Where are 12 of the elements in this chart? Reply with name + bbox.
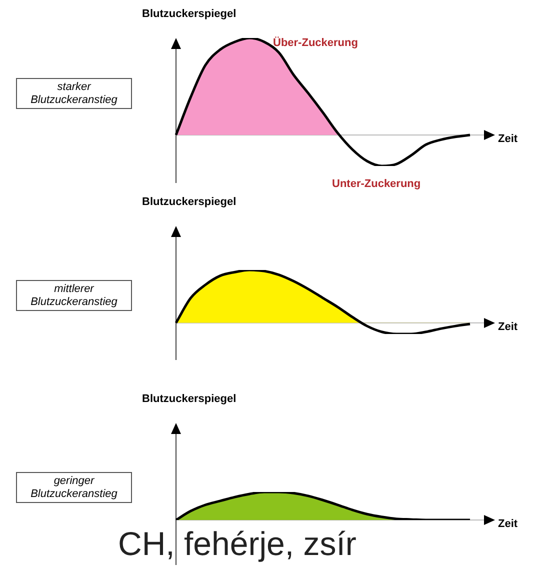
text: mittlerer Blutzuckeranstieg <box>16 280 132 312</box>
text: CH, fehérje, zsír <box>118 525 356 563</box>
annotation: Über-Zuckerung <box>273 37 358 50</box>
x-axis-title: Zeit <box>498 132 518 146</box>
y-axis-title: Blutzuckerspiegel <box>142 196 236 209</box>
x-axis-title: Zeit <box>498 320 518 334</box>
y-axis-title: Blutzuckerspiegel <box>142 393 236 406</box>
text: Unter-Zuckerung <box>332 178 421 191</box>
text: starker Blutzuckeranstieg <box>16 78 132 110</box>
y-axis-title: Blutzuckerspiegel <box>142 8 236 21</box>
text: geringer Blutzuckeranstieg <box>16 472 132 504</box>
x-axis-title: Zeit <box>498 518 518 531</box>
